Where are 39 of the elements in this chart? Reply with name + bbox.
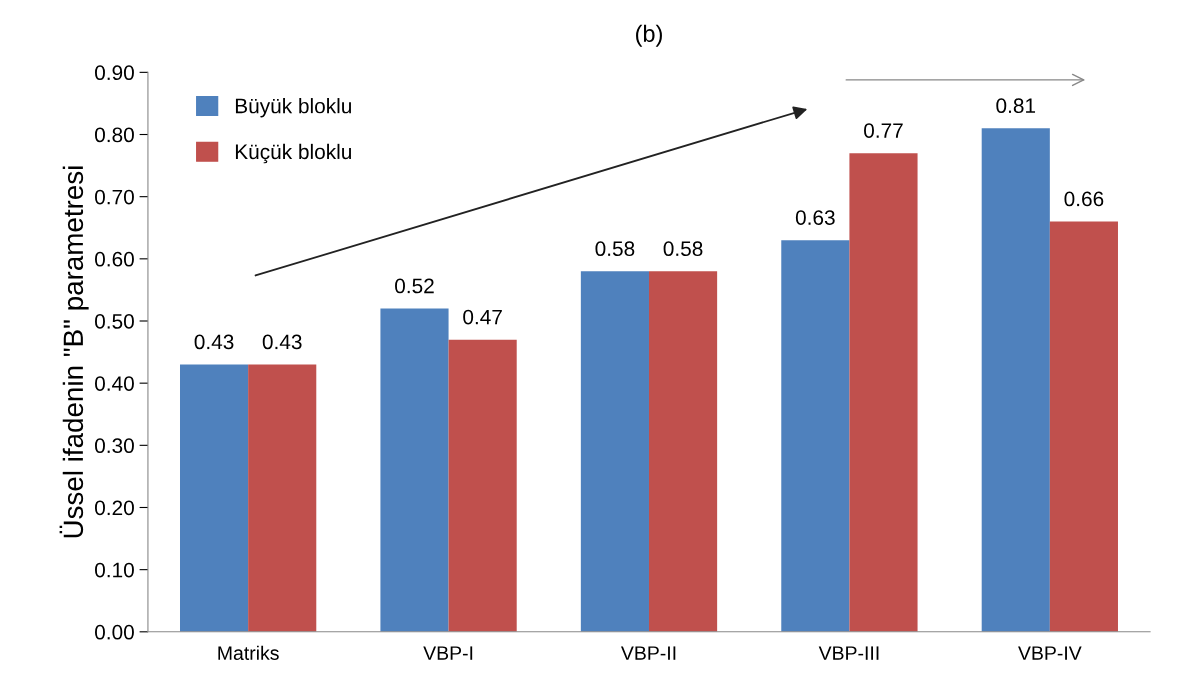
- data-label: 0.47: [463, 309, 502, 325]
- legend-label: Küçük bloklu: [235, 143, 351, 164]
- data-label: 0.58: [595, 241, 635, 257]
- data-label: 0.77: [864, 123, 903, 138]
- y-tick-label: 0.70: [95, 189, 134, 205]
- data-label: 0.43: [262, 334, 302, 350]
- x-tick-label: VBP-II: [620, 646, 676, 660]
- bar: [849, 153, 918, 632]
- bar: [580, 271, 649, 632]
- data-label: 0.81: [996, 98, 1036, 114]
- y-tick-label: 0.50: [95, 314, 134, 329]
- x-tick-label: VBP-I: [423, 646, 473, 660]
- data-label: 0.66: [1064, 191, 1104, 207]
- y-tick-label: 0.60: [95, 251, 134, 267]
- data-label: 0.58: [663, 241, 703, 257]
- y-tick-label: 0.80: [95, 127, 134, 143]
- y-axis-title: Üssel ifadenin "B" parametresi: [59, 166, 89, 538]
- y-tick-label: 0.40: [95, 376, 134, 391]
- y-tick-label: 0.00: [95, 624, 134, 640]
- bar: [180, 364, 249, 632]
- x-tick-label: VBP-IV: [1018, 646, 1082, 660]
- bar: [648, 271, 718, 632]
- legend-label: Büyük bloklu: [235, 98, 351, 118]
- y-tick-label: 0.20: [95, 500, 134, 516]
- bar: [781, 240, 850, 632]
- chart-title: (b): [636, 24, 662, 47]
- data-label: 0.63: [795, 210, 835, 225]
- bar: [981, 128, 1050, 632]
- bar: [380, 308, 449, 632]
- y-tick-label: 0.30: [95, 438, 134, 454]
- y-tick-label: 0.90: [95, 65, 134, 81]
- x-tick-label: Matriks: [218, 645, 279, 660]
- x-tick-label: VBP-III: [818, 646, 879, 660]
- y-tick-label: 0.10: [95, 562, 134, 578]
- bar: [448, 339, 517, 632]
- data-label: 0.52: [395, 278, 434, 294]
- data-label: 0.43: [194, 334, 234, 350]
- bar: [248, 364, 317, 632]
- bar: [1049, 221, 1118, 632]
